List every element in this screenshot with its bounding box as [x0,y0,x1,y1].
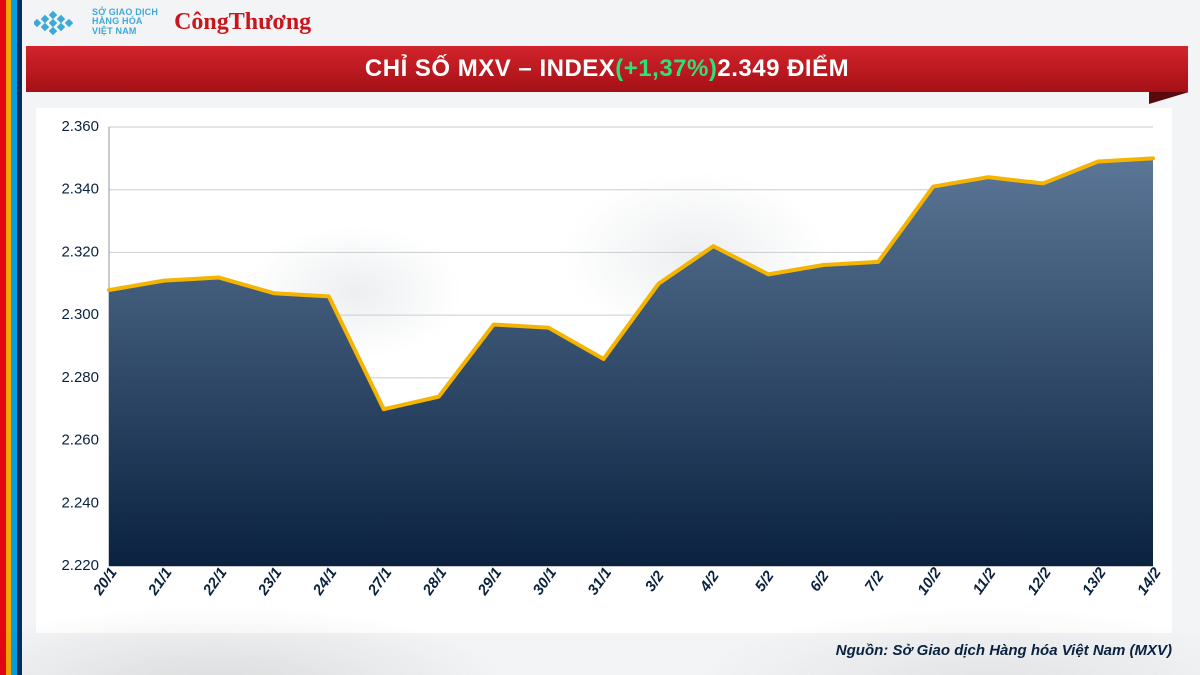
x-tick-label: 3/2 [642,567,668,594]
x-tick-label: 12/2 [1024,564,1055,598]
x-tick-label: 29/1 [474,565,505,599]
x-tick-label: 13/2 [1079,564,1110,598]
x-tick-label: 22/1 [199,565,230,599]
y-tick-label: 2.360 [61,118,99,135]
y-tick-label: 2.260 [61,432,99,449]
stripe-4 [17,0,23,675]
y-tick-label: 2.220 [61,557,99,574]
x-tick-label: 11/2 [969,565,999,598]
x-tick-label: 23/1 [254,565,285,599]
x-tick-label: 24/1 [309,565,340,599]
x-tick-label: 31/1 [585,565,616,599]
y-tick-label: 2.300 [61,306,99,323]
logo-row: SỞ GIAO DỊCH HÀNG HÓA VIỆT NAM CôngThươn… [34,4,311,40]
exchange-name: SỞ GIAO DỊCH HÀNG HÓA VIỆT NAM [92,8,158,36]
page: SỞ GIAO DỊCH HÀNG HÓA VIỆT NAM CôngThươn… [0,0,1200,675]
area-fill [109,158,1153,566]
x-tick-label: 27/1 [364,565,395,599]
x-tick-label: 28/1 [419,565,450,599]
y-tick-label: 2.340 [61,181,99,198]
y-tick-label: 2.280 [61,369,99,386]
banner-prefix: CHỈ SỐ MXV – INDEX [365,55,615,83]
left-stripes [0,0,22,675]
x-tick-label: 14/2 [1134,564,1165,598]
x-tick-label: 7/2 [862,567,888,594]
chart-container: 2.220 2.240 2.260 2.280 2.300 2.320 2.340 2.360… [36,108,1172,633]
x-tick-label: 4/2 [696,567,723,595]
x-tick-label: 21/1 [144,565,175,599]
x-tick-label: 10/2 [914,564,945,598]
banner-suffix: 2.349 ĐIỂM [717,55,849,83]
chart-source: Nguồn: Sở Giao dịch Hàng hóa Việt Nam (M… [836,642,1172,659]
exchange-logo-icon [34,8,82,36]
x-tick-label: 6/2 [807,567,833,594]
org-line-3: VIỆT NAM [92,27,158,36]
x-tick-label: 5/2 [752,567,778,594]
congthuong-brand: CôngThương [174,9,311,36]
x-tick-label: 30/1 [530,565,561,599]
banner-pct: (+1,37%) [615,55,717,83]
y-tick-label: 2.240 [61,494,99,511]
mxv-index-area-chart: 2.220 2.240 2.260 2.280 2.300 2.320 2.340 2.360… [37,109,1171,632]
title-banner: CHỈ SỐ MXV – INDEX (+1,37%) 2.349 ĐIỂM [26,46,1188,92]
y-tick-label: 2.320 [61,243,99,260]
